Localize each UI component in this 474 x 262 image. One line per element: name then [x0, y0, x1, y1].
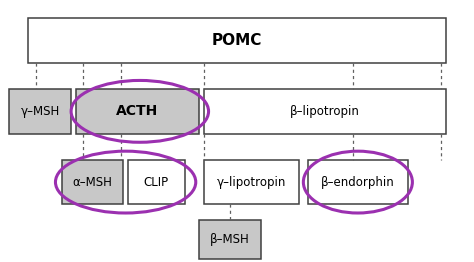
Text: γ–lipotropin: γ–lipotropin — [217, 176, 286, 189]
Text: β–lipotropin: β–lipotropin — [290, 105, 360, 118]
FancyBboxPatch shape — [204, 89, 446, 134]
Text: ACTH: ACTH — [116, 104, 159, 118]
Text: β–MSH: β–MSH — [210, 233, 250, 246]
FancyBboxPatch shape — [128, 160, 185, 204]
Text: POMC: POMC — [212, 33, 262, 48]
Text: CLIP: CLIP — [144, 176, 169, 189]
Text: γ–MSH: γ–MSH — [21, 105, 60, 118]
Text: β–endorphin: β–endorphin — [321, 176, 395, 189]
FancyBboxPatch shape — [199, 220, 261, 259]
FancyBboxPatch shape — [62, 160, 123, 204]
Text: α–MSH: α–MSH — [73, 176, 112, 189]
FancyBboxPatch shape — [308, 160, 408, 204]
FancyBboxPatch shape — [9, 89, 71, 134]
FancyBboxPatch shape — [76, 89, 199, 134]
FancyBboxPatch shape — [204, 160, 299, 204]
FancyBboxPatch shape — [28, 18, 446, 63]
